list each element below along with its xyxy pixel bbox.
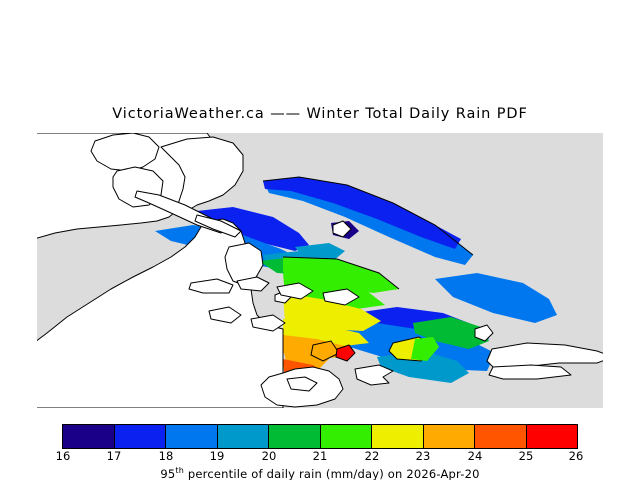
caption-percentile-number: 95 [160, 466, 176, 480]
colorbar-segment-19-20[interactable] [217, 425, 269, 448]
colorbar-tick-22: 22 [364, 449, 380, 463]
colorbar-tick-18: 18 [158, 449, 174, 463]
contour-region-20-21-east [413, 317, 489, 349]
colorbar-segment-20-21[interactable] [269, 425, 321, 448]
colorbar-segment-22-23[interactable] [372, 425, 424, 448]
contour-region-22-23-south [283, 293, 381, 331]
land-island-nw-large [90, 133, 160, 172]
colorbar-tick-19: 19 [209, 449, 225, 463]
contour-region-25-26-hotspot [335, 344, 356, 362]
colorbar-tick-24: 24 [467, 449, 483, 463]
colorbar-tick-20: 20 [261, 449, 277, 463]
colorbar-ticks: 16 17 18 19 20 21 22 23 24 25 26 [0, 449, 640, 465]
coastline-south-plume-edge [282, 256, 400, 290]
land-islet-strait-1 [188, 278, 234, 294]
colorbar-tick-23: 23 [415, 449, 431, 463]
page-title: VictoriaWeather.ca —— Winter Total Daily… [112, 106, 528, 122]
colorbar-legend: 16 17 18 19 20 21 22 23 24 25 26 95th pe… [0, 424, 640, 480]
colorbar-tick-26: 26 [568, 449, 584, 463]
land-islet-diamond-1 [332, 220, 352, 238]
colorbar-tick-25: 25 [518, 449, 534, 463]
colorbar-tick-21: 21 [312, 449, 328, 463]
colorbar-segment-24-25[interactable] [475, 425, 527, 448]
contour-region-21-22-se-island [411, 337, 439, 361]
contour-region-18-19-north [263, 179, 473, 265]
land-east-peninsula [486, 342, 603, 370]
land-islet-strait-3 [276, 282, 314, 300]
caption-rest: percentile of daily rain (mm/day) on 202… [184, 466, 480, 480]
land-south-islet-1 [286, 376, 318, 392]
contour-region-18-19-fareast-outer [435, 273, 557, 323]
land-islet-mid-2 [250, 314, 286, 332]
land-south-arrow-islet [354, 364, 394, 386]
contour-region-21-22-south [283, 257, 399, 293]
contour-region-23-24-island [310, 340, 340, 362]
coastline-strait-edge [262, 176, 474, 256]
map-svg [37, 133, 603, 408]
colorbar-segment-23-24[interactable] [423, 425, 475, 448]
land-islet-strait-2 [236, 276, 270, 292]
colorbar-segment-16-17[interactable] [63, 425, 115, 448]
contour-region-19-20-left [295, 243, 345, 261]
colorbar-tick-17: 17 [106, 449, 122, 463]
caption-percentile-suffix: th [175, 466, 185, 475]
land-islet-strait-4 [322, 288, 360, 306]
contour-region-17-18-north [263, 177, 461, 249]
colorbar-segment-17-18[interactable] [114, 425, 166, 448]
land-island-north-long [160, 136, 244, 218]
contour-region-17-18-east [197, 207, 309, 251]
land-islet-diamond-2 [474, 324, 494, 342]
colorbar-segment-25-26[interactable] [526, 425, 577, 448]
colorbar-tick-16: 16 [55, 449, 71, 463]
land-islet-mid-1 [208, 306, 242, 324]
colorbar-strip[interactable] [62, 424, 578, 449]
colorbar-segment-21-22[interactable] [320, 425, 372, 448]
colorbar-segment-18-19[interactable] [166, 425, 218, 448]
land-islet-thin-2 [194, 214, 242, 238]
colorbar-caption: 95th percentile of daily rain (mm/day) o… [0, 466, 640, 480]
landmass-layer [37, 133, 603, 408]
land-east-peninsula-2 [488, 364, 572, 380]
coastline-detail-layer [262, 176, 474, 290]
map-canvas[interactable] [37, 133, 603, 408]
